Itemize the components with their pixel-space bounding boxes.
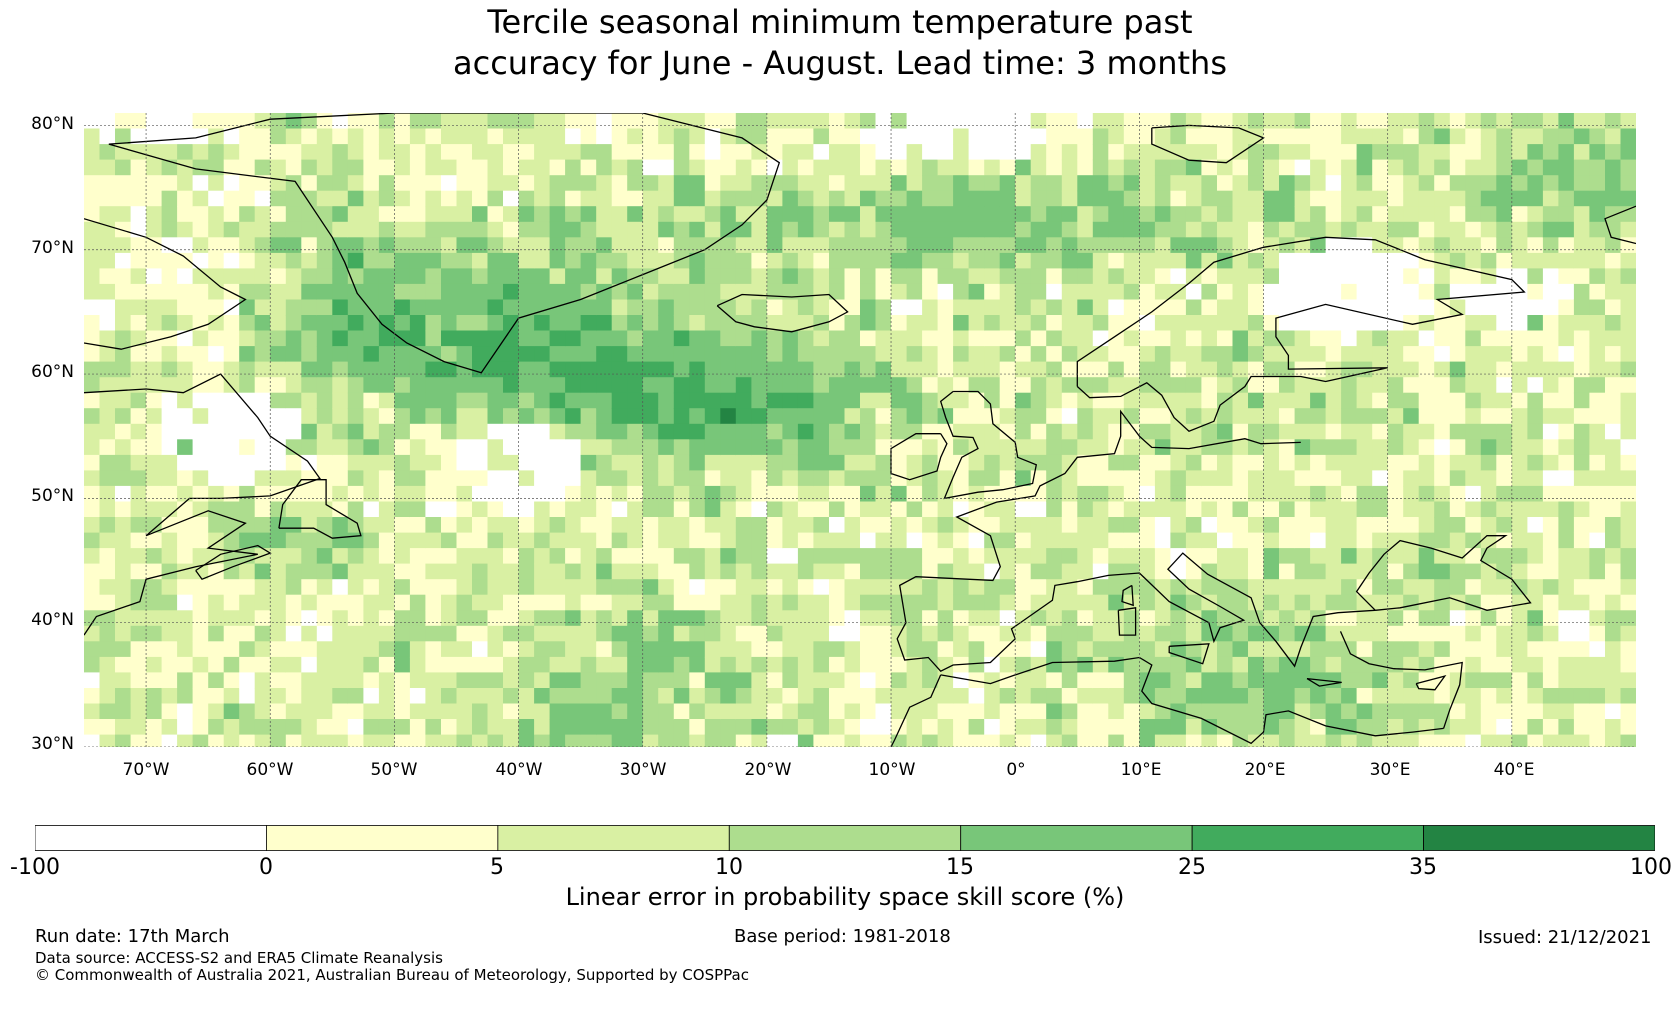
map-canvas xyxy=(84,113,1636,747)
lon-label: 30°W xyxy=(619,760,667,780)
lon-label: 40°E xyxy=(1493,760,1535,780)
skill-cells xyxy=(84,113,1636,747)
lat-label: 40°N xyxy=(31,610,74,630)
lon-label: 30°E xyxy=(1369,760,1411,780)
colorbar-box xyxy=(1423,825,1655,851)
base-period: Base period: 1981-2018 xyxy=(734,926,951,947)
lon-label: 20°W xyxy=(744,760,792,780)
lon-label: 10°E xyxy=(1120,760,1162,780)
colorbar-box xyxy=(266,825,499,851)
copyright: © Commonwealth of Australia 2021, Austra… xyxy=(35,966,749,984)
colorbar-box xyxy=(35,825,267,851)
map-title: Tercile seasonal minimum temperature pas… xyxy=(0,2,1680,84)
colorbar-box xyxy=(1191,825,1424,851)
data-source: Data source: ACCESS-S2 and ERA5 Climate … xyxy=(35,949,443,967)
colorbar-box xyxy=(960,825,1193,851)
colorbar-label: Linear error in probability space skill … xyxy=(565,883,1125,911)
lon-label: 0° xyxy=(1006,760,1026,780)
lon-label: 20°E xyxy=(1244,760,1286,780)
colorbar-tick: 25 xyxy=(1178,855,1206,880)
colorbar-box xyxy=(728,825,962,851)
lat-label: 70°N xyxy=(31,238,74,258)
lon-label: 50°W xyxy=(370,760,418,780)
colorbar xyxy=(35,825,1655,851)
coastlines xyxy=(84,113,1636,747)
colorbar-tick: 35 xyxy=(1409,855,1437,880)
lon-label: 60°W xyxy=(246,760,294,780)
title-line-2: accuracy for June - August. Lead time: 3… xyxy=(453,44,1227,82)
lat-label: 30°N xyxy=(31,734,74,754)
lon-label: 40°W xyxy=(495,760,543,780)
colorbar-tick: 100 xyxy=(1630,855,1672,880)
lat-label: 80°N xyxy=(31,114,74,134)
gridlines xyxy=(84,113,1636,747)
lat-label: 60°N xyxy=(31,362,74,382)
colorbar-tick: 0 xyxy=(259,855,273,880)
title-line-1: Tercile seasonal minimum temperature pas… xyxy=(487,3,1193,41)
skill-map xyxy=(84,113,1636,747)
colorbar-tick: 5 xyxy=(490,855,504,880)
lat-label: 50°N xyxy=(31,486,74,506)
lon-label: 70°W xyxy=(122,760,170,780)
run-date: Run date: 17th March xyxy=(35,926,230,947)
lon-label: 10°W xyxy=(868,760,916,780)
colorbar-tick: 10 xyxy=(715,855,743,880)
colorbar-tick: 15 xyxy=(946,855,974,880)
colorbar-tick: -100 xyxy=(10,855,60,880)
colorbar-box xyxy=(497,825,730,851)
issued-date: Issued: 21/12/2021 xyxy=(1478,927,1652,948)
colorbar-boxes xyxy=(35,825,1655,851)
